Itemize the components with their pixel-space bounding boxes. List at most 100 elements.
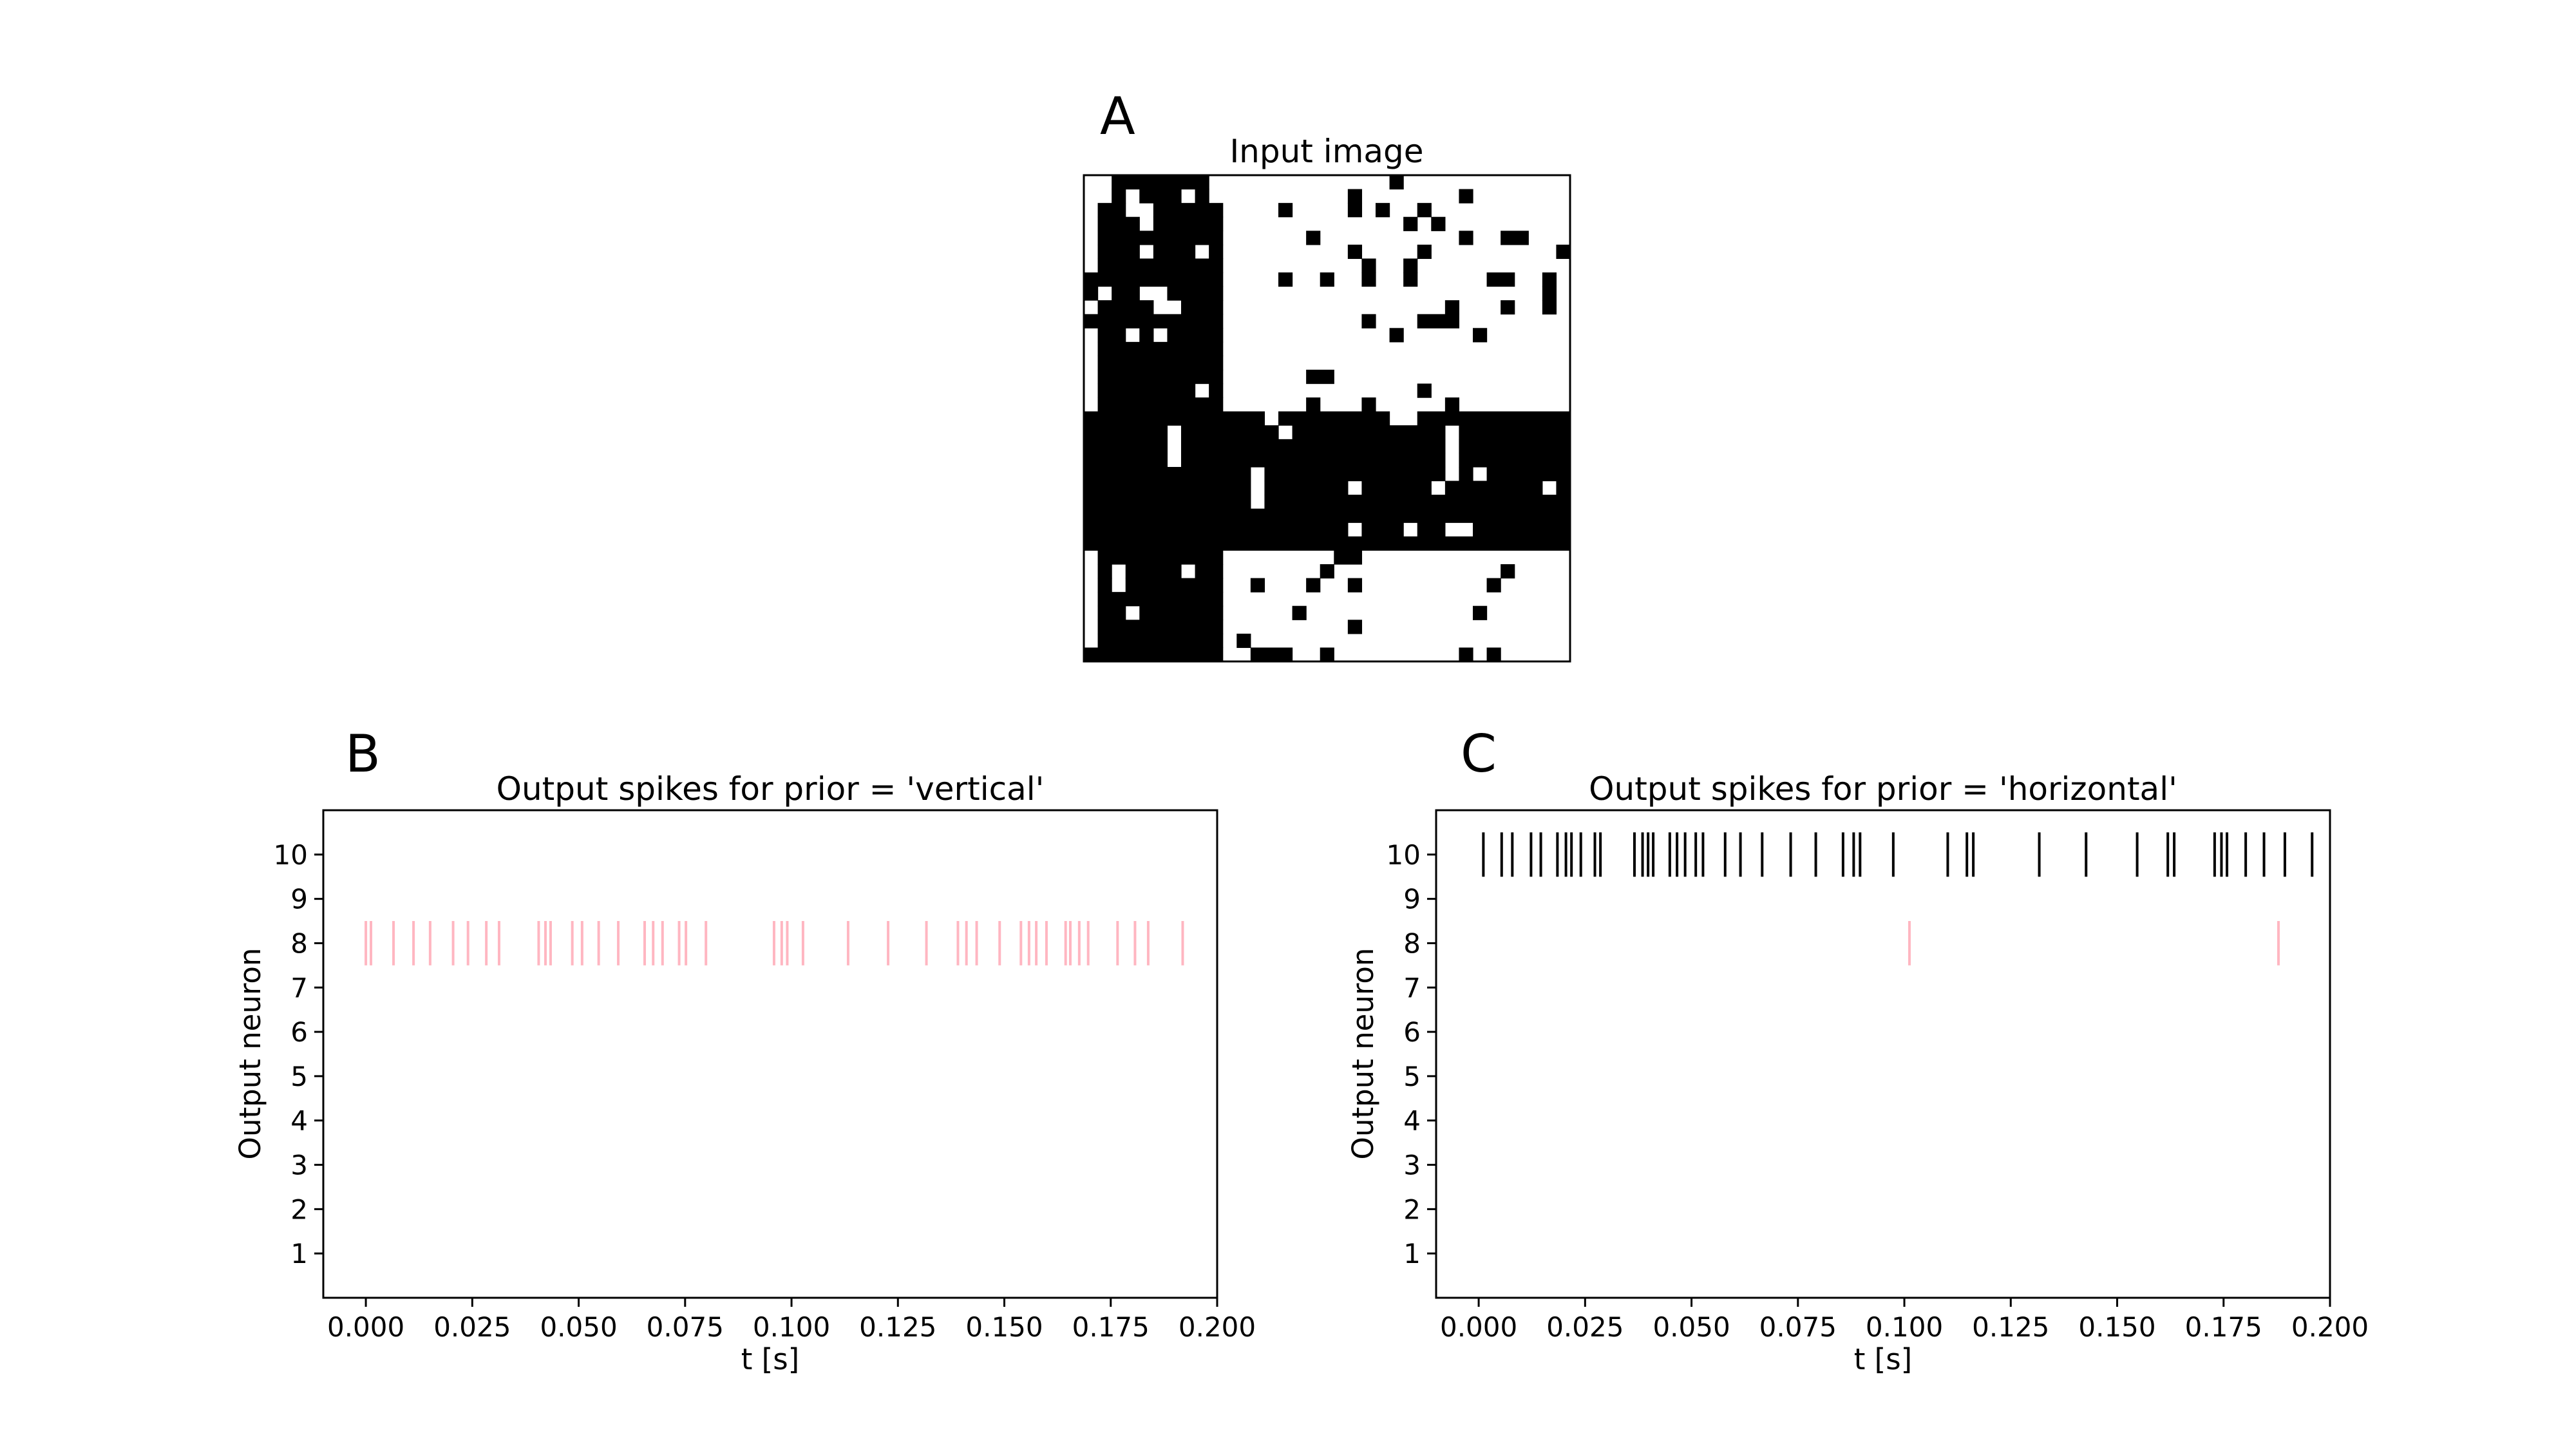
image-pixel-run	[1097, 550, 1224, 565]
y-tick-label: 8	[290, 927, 308, 959]
y-tick-label: 4	[1403, 1105, 1421, 1137]
image-pixel-run	[1389, 175, 1404, 190]
image-pixel-run	[1444, 300, 1460, 315]
y-tick-label: 5	[1403, 1061, 1421, 1092]
image-pixel-run	[1181, 425, 1279, 440]
x-tick-label: 0.125	[1972, 1311, 2049, 1343]
image-pixel-run	[1459, 425, 1571, 440]
image-pixel-run	[1097, 592, 1224, 607]
x-tick-label: 0.150	[2078, 1311, 2155, 1343]
image-pixel-run	[1431, 216, 1446, 231]
image-pixel-run	[1209, 383, 1224, 398]
panel-label-b: B	[345, 724, 381, 784]
panel-a: A Input image	[1083, 86, 1571, 663]
x-tick-label: 0.200	[1179, 1311, 1256, 1343]
y-tick-label: 9	[290, 884, 308, 915]
image-pixel-run	[1556, 480, 1571, 495]
image-pixel-run	[1097, 341, 1224, 357]
image-pixel-run	[1361, 480, 1432, 495]
image-pixel-run	[1347, 578, 1363, 593]
image-pixel-run	[1361, 397, 1376, 412]
image-pixel-run	[1417, 203, 1432, 218]
y-tick-label: 1	[290, 1238, 308, 1269]
image-pixel-run	[1097, 231, 1224, 245]
image-pixel-run	[1084, 453, 1168, 468]
y-tick-label: 8	[1403, 927, 1421, 959]
image-pixel-run	[1501, 300, 1515, 315]
image-pixel-run	[1320, 564, 1334, 579]
x-tick-label: 0.000	[327, 1311, 404, 1343]
image-pixel-run	[1125, 564, 1182, 579]
image-pixel-run	[1084, 439, 1168, 454]
image-pixel-run	[1417, 522, 1446, 537]
image-pixel-run	[1264, 480, 1349, 495]
y-tick-label: 4	[290, 1105, 308, 1137]
image-pixel-run	[1403, 258, 1418, 273]
chart-b-x-label: t [s]	[741, 1342, 800, 1376]
panel-b: B Output spikes for prior = 'vertical' 0…	[233, 724, 1256, 1376]
x-tick-label: 0.100	[1866, 1311, 1943, 1343]
image-pixel-run	[1542, 272, 1557, 287]
image-pixel-run	[1347, 244, 1363, 260]
image-pixel-run	[1084, 495, 1251, 509]
image-pixel-run	[1501, 564, 1515, 579]
image-pixel-run	[1361, 522, 1404, 537]
image-pixel-run	[1376, 203, 1390, 218]
image-pixel-run	[1181, 439, 1446, 454]
image-pixel-run	[1278, 203, 1293, 218]
y-tick-label: 6	[1403, 1016, 1421, 1048]
image-pixel-run	[1125, 578, 1224, 593]
chart-b-title: Output spikes for prior = 'vertical'	[497, 770, 1045, 808]
image-pixel-run	[1097, 216, 1140, 231]
image-pixel-run	[1417, 383, 1432, 398]
chart-b-y-label: Output neuron	[233, 948, 267, 1160]
image-pixel-run	[1097, 397, 1224, 412]
image-pixel-run	[1097, 633, 1224, 649]
image-pixel-run	[1236, 633, 1251, 649]
image-pixel-run	[1195, 189, 1209, 204]
image-pixel-run	[1097, 300, 1154, 315]
panel-c: C Output spikes for prior = 'horizontal'…	[1346, 724, 2369, 1376]
image-pixel-run	[1097, 244, 1140, 260]
image-pixel-run	[1486, 578, 1501, 593]
image-pixel-run	[1444, 480, 1543, 495]
image-pixel-run	[1181, 453, 1446, 468]
image-pixel-run	[1542, 286, 1557, 301]
image-pixel-run	[1097, 620, 1224, 634]
image-pixel-run	[1084, 480, 1251, 495]
image-pixel-run	[1320, 272, 1334, 287]
image-pixel-run	[1417, 244, 1432, 260]
x-tick-label: 0.050	[540, 1311, 617, 1343]
image-pixel-run	[1250, 578, 1265, 593]
image-pixel-run	[1417, 314, 1460, 328]
image-pixel-run	[1195, 564, 1224, 579]
image-pixel-run	[1306, 397, 1321, 412]
chart-c-x-axis: 0.000 0.025 0.050 0.075 0.100 0.125 0.150 0.175…	[1440, 1298, 2369, 1343]
image-pixel-run	[1264, 467, 1446, 482]
image-pixel-run	[1556, 244, 1571, 260]
image-pixel-run	[1153, 216, 1224, 231]
image-pixel-run	[1347, 620, 1363, 634]
image-pixel-run	[1361, 314, 1376, 328]
chart-b-frame	[322, 809, 1218, 1299]
chart-c-y-label: Output neuron	[1346, 948, 1380, 1160]
image-pixel-run	[1473, 522, 1571, 537]
x-tick-label: 0.125	[859, 1311, 936, 1343]
image-pixel-run	[1097, 564, 1112, 579]
y-tick-label: 7	[290, 972, 308, 1003]
x-tick-label: 0.025	[1546, 1311, 1624, 1343]
image-pixel-run	[1084, 647, 1224, 662]
x-tick-label: 0.175	[1072, 1311, 1150, 1343]
image-pixel-run	[1112, 189, 1126, 204]
image-pixel-run	[1417, 411, 1571, 426]
image-pixel-run	[1278, 411, 1390, 426]
x-tick-label: 0.075	[1759, 1311, 1837, 1343]
image-pixel-run	[1097, 203, 1126, 218]
image-pixel-run	[1486, 272, 1515, 287]
image-pixel-run	[1153, 244, 1196, 260]
image-pixel-run	[1361, 258, 1376, 273]
image-pixel-run	[1501, 231, 1529, 245]
image-pixel-run	[1320, 647, 1334, 662]
image-pixel-run	[1097, 370, 1224, 385]
image-pixel-run	[1389, 328, 1404, 343]
